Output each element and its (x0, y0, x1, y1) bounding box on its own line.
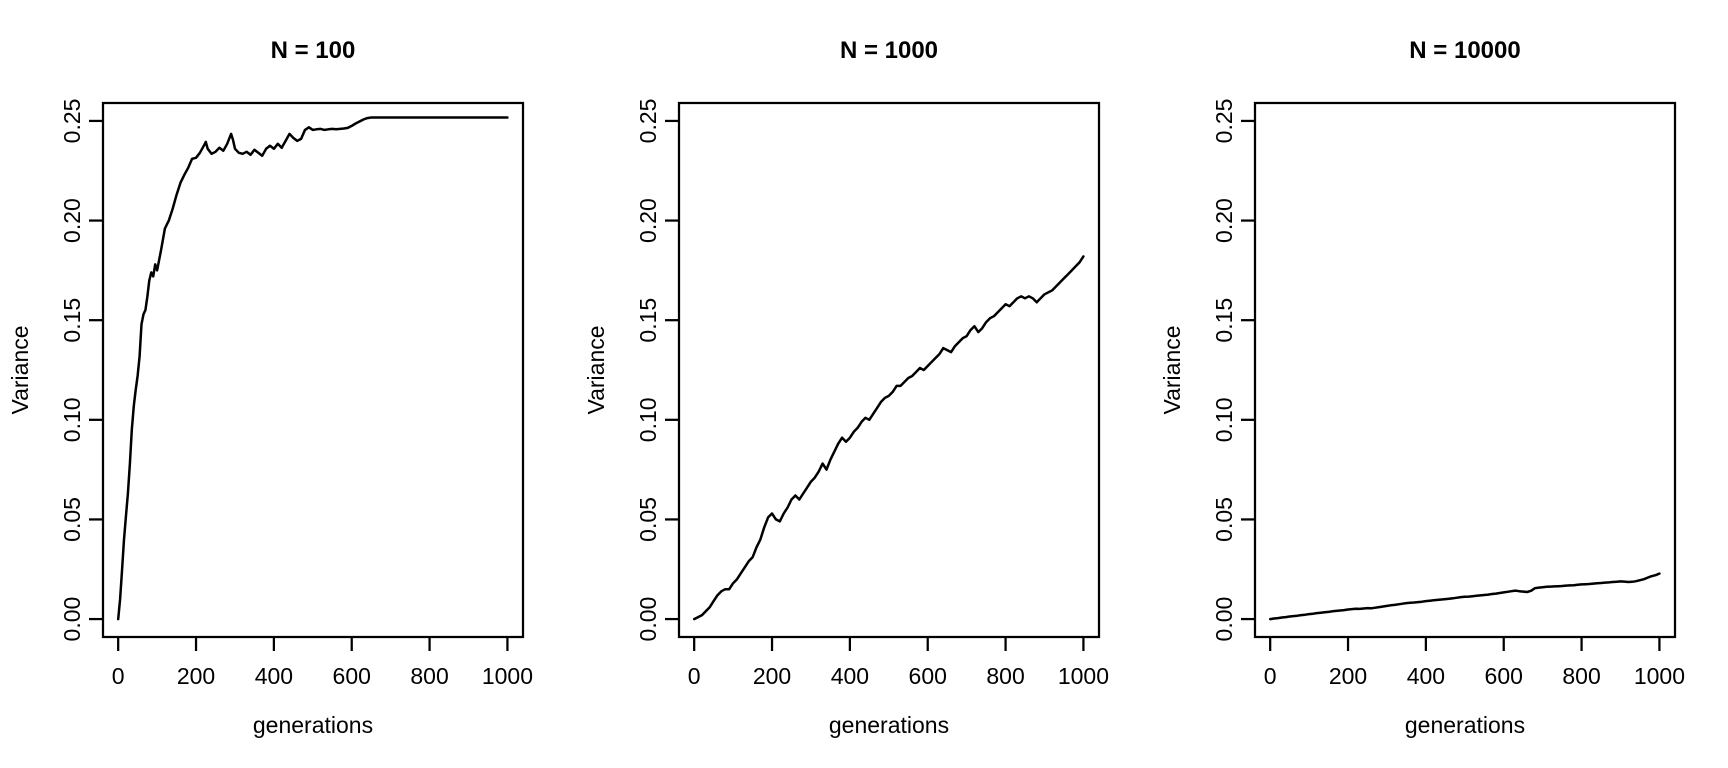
x-tick-label: 0 (1264, 663, 1277, 689)
plot-title: N = 10000 (1409, 37, 1520, 64)
y-tick-label: 0.15 (635, 298, 661, 343)
y-tick-label: 0.25 (59, 99, 85, 144)
y-tick-label: 0.20 (1211, 198, 1237, 243)
y-tick-label: 0.00 (59, 597, 85, 642)
x-tick-label: 1000 (1058, 663, 1109, 689)
variance-curve (692, 255, 1085, 621)
plot-title: N = 1000 (840, 37, 938, 64)
x-tick-label: 800 (986, 663, 1024, 689)
x-tick-label: 400 (831, 663, 869, 689)
x-axis-label: generations (1405, 712, 1525, 738)
y-tick-label: 0.05 (1211, 497, 1237, 542)
y-tick-label: 0.15 (1211, 298, 1237, 343)
panel-n-10000: N = 10000 generations Variance 0 200 400 60… (1152, 0, 1728, 768)
variance-curve (1268, 572, 1661, 621)
x-tick-label: 0 (688, 663, 701, 689)
plot-box (101, 101, 525, 639)
plot-area: 0 200 400 600 800 1000 0.00 0.05 0.10 0.15 0.20 0.2… (1211, 99, 1685, 689)
y-tick-label: 0.00 (1211, 597, 1237, 642)
x-tick-label: 800 (410, 663, 448, 689)
x-tick-label: 200 (1329, 663, 1367, 689)
x-axis-label: generations (829, 712, 949, 738)
x-tick-label: 600 (909, 663, 947, 689)
y-axis-label: Variance (583, 325, 609, 414)
x-tick-label: 800 (1562, 663, 1600, 689)
panel-n-1000: N = 1000 generations Variance 0 200 400 600… (576, 0, 1152, 768)
y-tick-label: 0.10 (635, 397, 661, 442)
y-tick-label: 0.20 (635, 198, 661, 243)
y-axis-label: Variance (7, 325, 33, 414)
plot-area: 0 200 400 600 800 1000 0.00 0.05 0.10 0.15 0.20 0.2… (635, 99, 1109, 689)
y-tick-label: 0.25 (1211, 99, 1237, 144)
x-tick-label: 600 (333, 663, 371, 689)
x-axis-label: generations (253, 712, 373, 738)
plot-title: N = 100 (271, 37, 356, 64)
y-tick-label: 0.25 (635, 99, 661, 144)
x-tick-label: 200 (753, 663, 791, 689)
x-tick-label: 400 (1407, 663, 1445, 689)
x-tick-label: 400 (255, 663, 293, 689)
x-tick-label: 1000 (482, 663, 533, 689)
plot-area: 0 200 400 600 800 1000 0.00 0.05 0.10 0.15 0.20 0.2… (59, 99, 533, 689)
plot-n-100: N = 100 generations Variance 0 200 400 600 8… (7, 37, 533, 738)
panel-n-100: N = 100 generations Variance 0 200 400 600 8… (0, 0, 576, 768)
x-tick-label: 200 (177, 663, 215, 689)
y-tick-label: 0.05 (59, 497, 85, 542)
y-tick-label: 0.15 (59, 298, 85, 343)
y-tick-label: 0.05 (635, 497, 661, 542)
x-tick-label: 600 (1485, 663, 1523, 689)
x-tick-label: 1000 (1634, 663, 1685, 689)
plot-n-10000: N = 10000 generations Variance 0 200 400 60… (1159, 37, 1685, 738)
y-tick-label: 0.10 (59, 397, 85, 442)
variance-curve (116, 116, 509, 621)
plot-n-1000: N = 1000 generations Variance 0 200 400 600… (583, 37, 1109, 738)
y-axis-label: Variance (1159, 325, 1185, 414)
plot-box (1253, 101, 1677, 639)
plot-box (677, 101, 1101, 639)
x-tick-label: 0 (112, 663, 125, 689)
y-tick-label: 0.00 (635, 597, 661, 642)
y-tick-label: 0.10 (1211, 397, 1237, 442)
y-tick-label: 0.20 (59, 198, 85, 243)
